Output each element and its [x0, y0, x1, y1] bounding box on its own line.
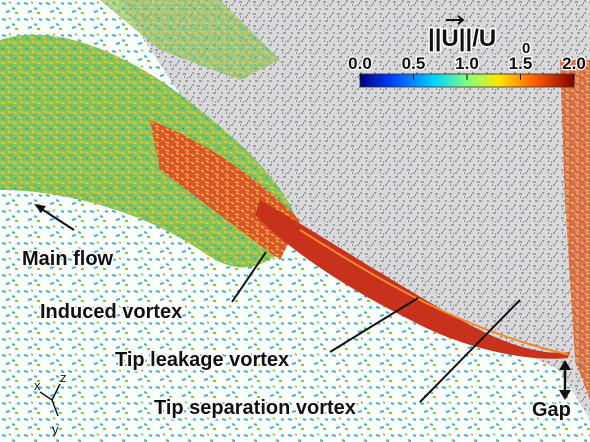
main-flow-label: Main flow: [22, 248, 114, 270]
axis-y-label: y: [52, 422, 59, 437]
colorbar-tick-label: 1.0: [455, 54, 479, 73]
gap-label: Gap: [532, 399, 571, 421]
induced-vortex-label: Induced vortex: [40, 301, 182, 323]
axis-x-label: x: [34, 378, 41, 393]
colorbar-tick-label: 0.5: [402, 54, 426, 73]
visualization: ||U||/U 0 0.00.51.01.52.0 Main flow Indu…: [0, 0, 590, 442]
colorbar-tick-label: 1.5: [509, 54, 533, 73]
tip-separation-vortex-label: Tip separation vortex: [154, 397, 356, 419]
colorbar-label: ||U||/U: [428, 25, 496, 52]
colorbar-tick-label: 0.0: [348, 54, 372, 73]
axis-z-label: z: [60, 370, 67, 385]
colorbar-tick-label: 2.0: [562, 54, 586, 73]
tip-leakage-vortex-label: Tip leakage vortex: [115, 349, 289, 371]
